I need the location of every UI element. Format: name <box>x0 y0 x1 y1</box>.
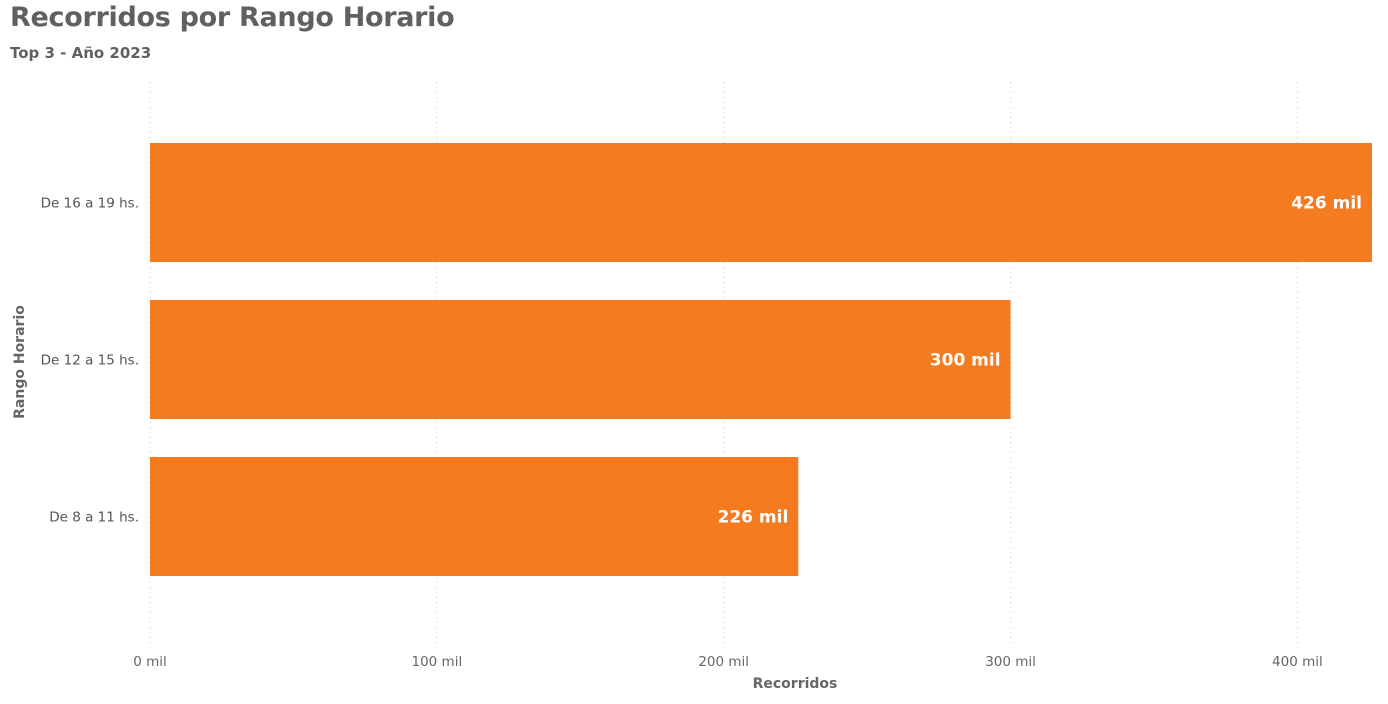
x-tick-label: 400 mil <box>1272 654 1323 670</box>
x-axis-title: Recorridos <box>753 676 838 692</box>
category-label: De 8 a 11 hs. <box>49 510 139 526</box>
bar[interactable] <box>150 300 1011 419</box>
bar[interactable] <box>150 457 799 576</box>
chart-title: Recorridos por Rango Horario <box>10 2 455 33</box>
category-label: De 16 a 19 hs. <box>41 196 139 212</box>
category-labels: De 16 a 19 hs. De 12 a 15 hs. De 8 a 11 hs… <box>41 196 139 526</box>
data-label: 226 mil <box>718 508 789 528</box>
x-tick-label: 200 mil <box>698 654 749 670</box>
bars: 426 mil 300 mil 226 mil <box>150 143 1372 576</box>
data-label: 426 mil <box>1291 194 1362 214</box>
x-axis-ticks: 0 mil 100 mil 200 mil 300 mil 400 mil <box>133 654 1323 670</box>
x-tick-label: 300 mil <box>985 654 1036 670</box>
category-label: De 12 a 15 hs. <box>41 353 139 369</box>
y-axis-title: Rango Horario <box>12 305 28 419</box>
x-tick-label: 100 mil <box>411 654 462 670</box>
data-label: 300 mil <box>930 351 1001 371</box>
chart-subtitle: Top 3 - Año 2023 <box>10 44 152 62</box>
x-tick-label: 0 mil <box>133 654 167 670</box>
bar[interactable] <box>150 143 1372 262</box>
